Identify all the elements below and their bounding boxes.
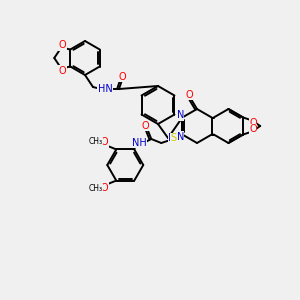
Text: N: N [177,110,184,121]
Text: S: S [170,133,176,143]
Text: O: O [142,121,149,131]
Text: O: O [185,90,193,100]
Text: O: O [58,65,66,76]
Text: O: O [249,124,257,134]
Text: O: O [100,183,108,193]
Text: N: N [177,131,184,142]
Text: HN: HN [98,84,112,94]
Text: O: O [249,118,257,128]
Text: N: N [168,133,176,143]
Text: CH₃: CH₃ [88,184,102,193]
Text: NH: NH [132,138,147,148]
Text: CH₃: CH₃ [88,137,102,146]
Text: O: O [58,40,66,50]
Text: O: O [118,72,126,82]
Text: O: O [100,137,108,147]
